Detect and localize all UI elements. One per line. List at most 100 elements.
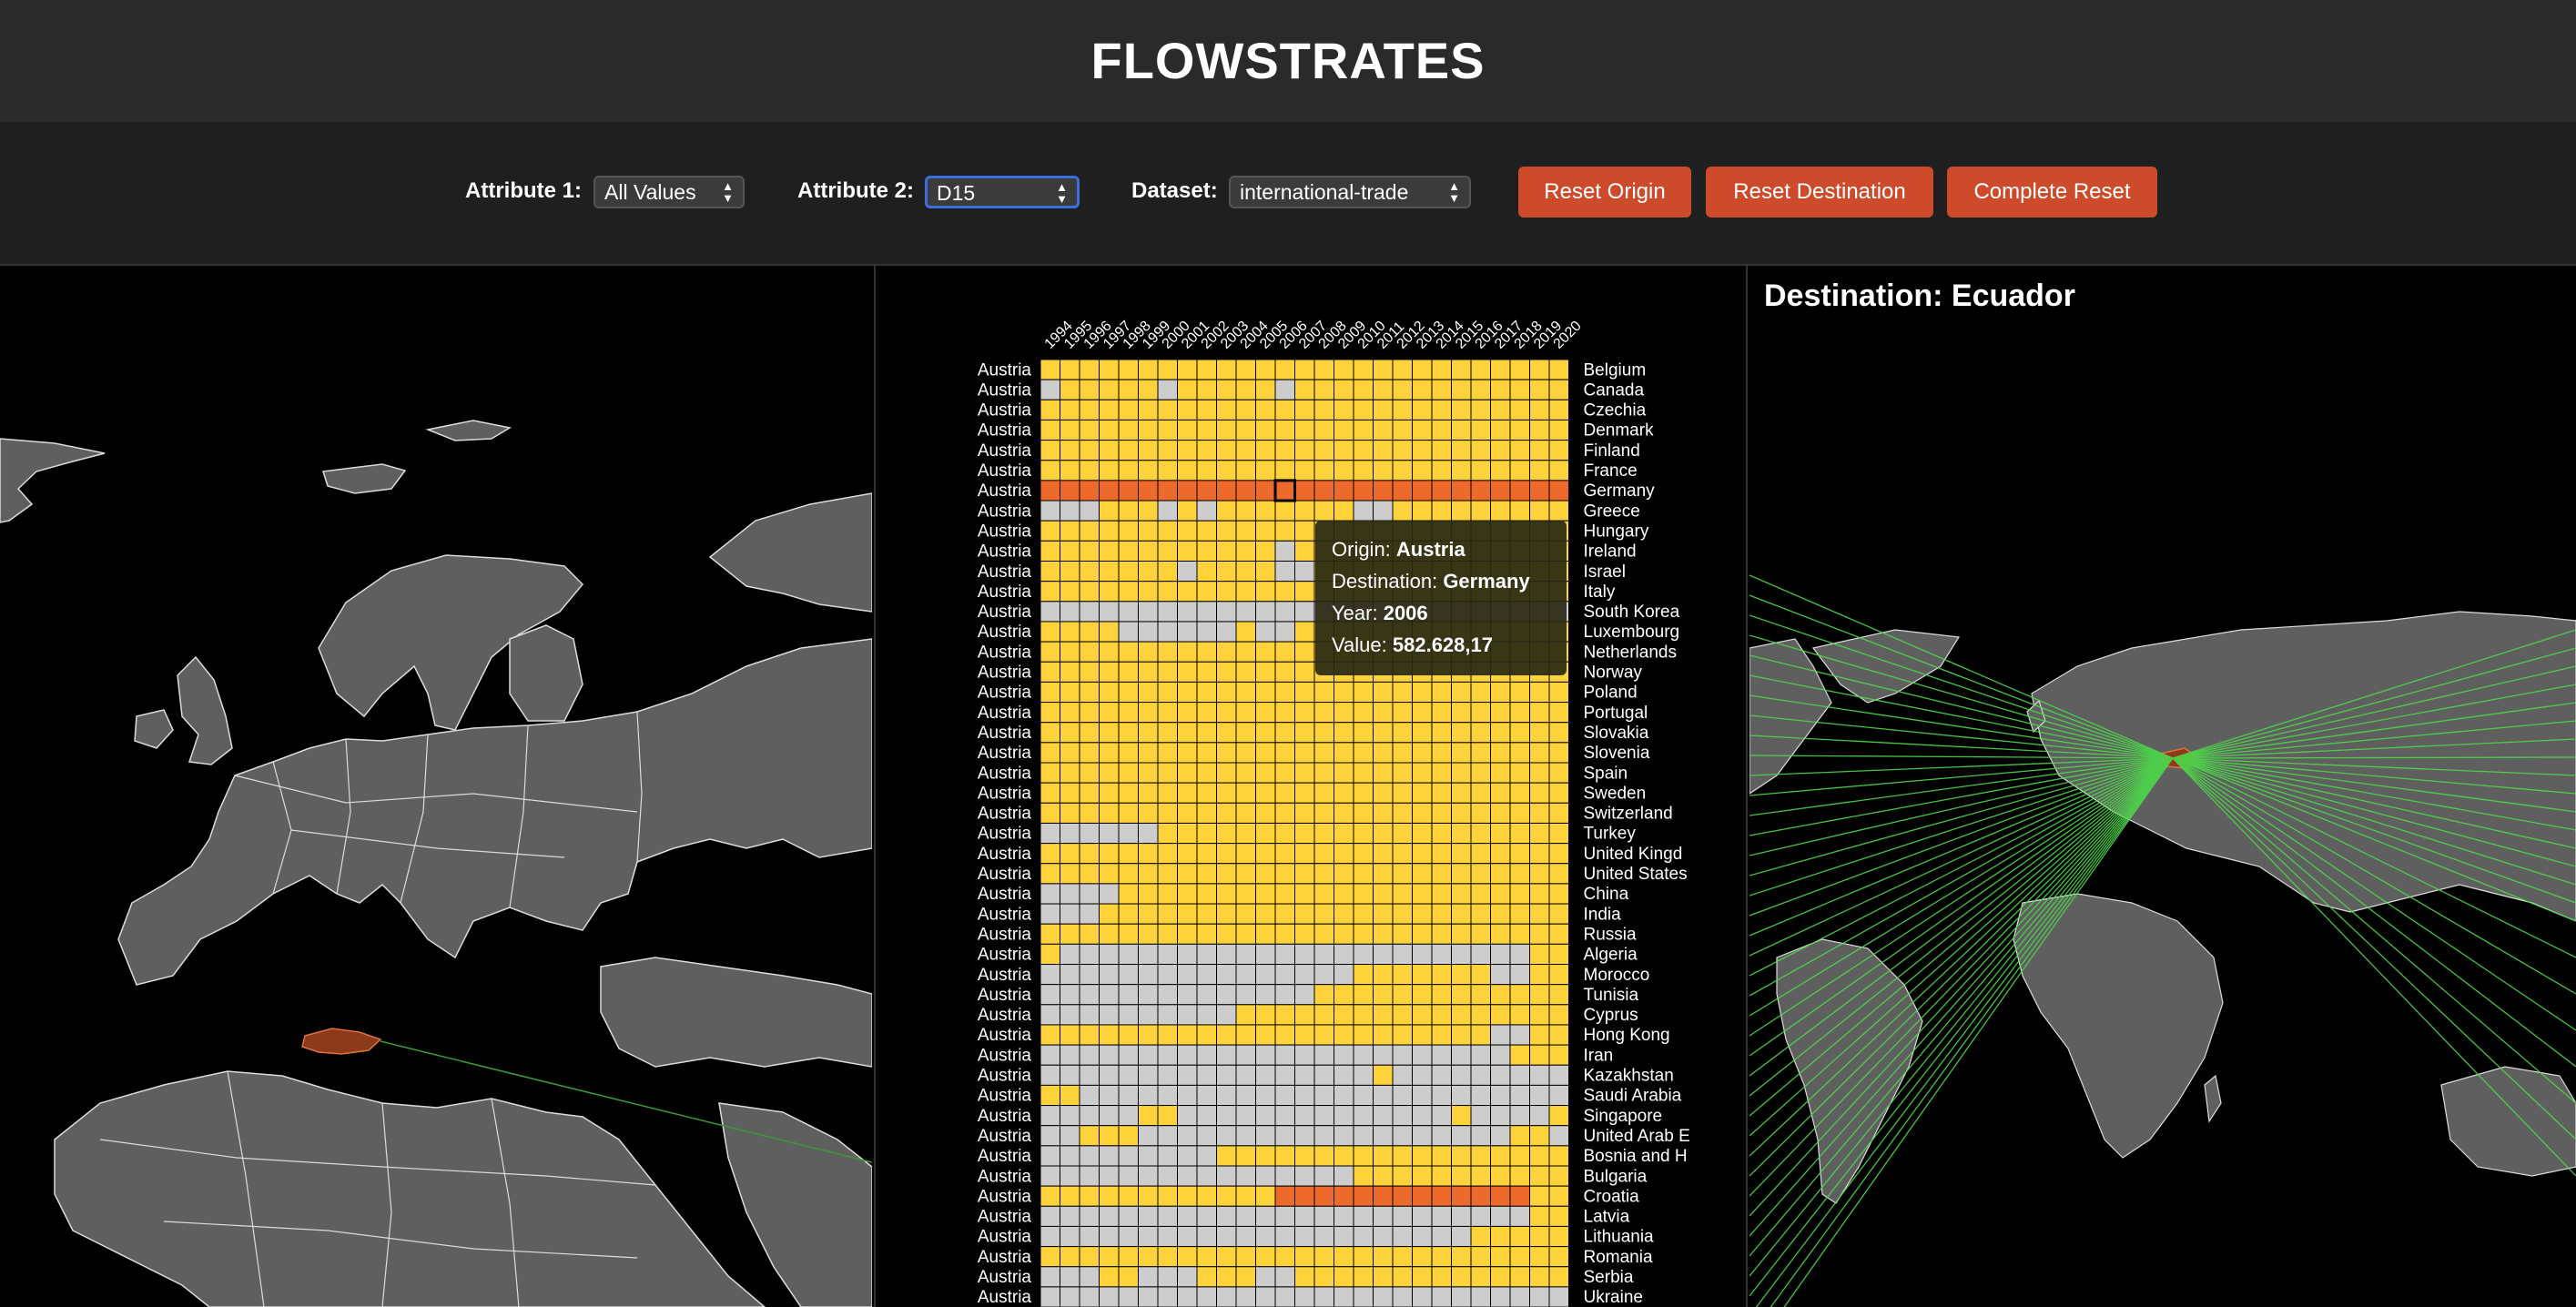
matrix-cell[interactable] [1099, 903, 1120, 925]
matrix-cell[interactable] [1216, 520, 1237, 542]
matrix-cell[interactable] [1157, 782, 1178, 804]
matrix-cell[interactable] [1177, 419, 1198, 441]
matrix-cell[interactable] [1255, 843, 1276, 865]
matrix-cell[interactable] [1060, 1185, 1080, 1207]
matrix-cell[interactable] [1294, 641, 1315, 663]
matrix-cell[interactable] [1392, 500, 1413, 522]
matrix-cell[interactable] [1079, 399, 1100, 420]
matrix-cell[interactable] [1392, 681, 1413, 704]
matrix-cell[interactable] [1079, 984, 1100, 1006]
matrix-cell[interactable] [1235, 399, 1256, 420]
matrix-cell[interactable] [1138, 1125, 1159, 1147]
matrix-cell[interactable] [1529, 480, 1550, 502]
matrix-cell[interactable] [1274, 923, 1295, 945]
matrix-cell[interactable] [1040, 762, 1060, 784]
matrix-cell[interactable] [1196, 742, 1217, 764]
matrix-cell[interactable] [1334, 419, 1354, 441]
matrix-cell[interactable] [1138, 822, 1159, 845]
matrix-cell[interactable] [1177, 1125, 1198, 1147]
matrix-cell[interactable] [1294, 1125, 1315, 1147]
matrix-cell[interactable] [1431, 964, 1452, 986]
matrix-cell[interactable] [1490, 802, 1511, 824]
matrix-cell[interactable] [1490, 883, 1511, 905]
matrix-cell[interactable] [1274, 1125, 1295, 1147]
matrix-cell[interactable] [1079, 1185, 1100, 1207]
matrix-cell[interactable] [1216, 1225, 1237, 1248]
matrix-cell[interactable] [1138, 1286, 1159, 1307]
matrix-cell[interactable] [1470, 984, 1491, 1006]
matrix-cell[interactable] [1529, 883, 1550, 905]
matrix-cell[interactable] [1529, 822, 1550, 845]
matrix-cell[interactable] [1334, 379, 1354, 400]
matrix-cell[interactable] [1255, 964, 1276, 986]
matrix-cell[interactable] [1138, 1266, 1159, 1288]
matrix-cell[interactable] [1157, 1185, 1178, 1207]
matrix-cell[interactable] [1177, 681, 1198, 704]
matrix-cell[interactable] [1431, 1084, 1452, 1107]
matrix-cell[interactable] [1060, 1145, 1080, 1167]
matrix-cell[interactable] [1470, 762, 1491, 784]
matrix-cell[interactable] [1334, 1024, 1354, 1046]
matrix-cell[interactable] [1412, 782, 1433, 804]
matrix-cell[interactable] [1157, 661, 1178, 683]
matrix-cell[interactable] [1216, 379, 1237, 400]
matrix-cell[interactable] [1451, 1125, 1472, 1147]
matrix-cell[interactable] [1431, 681, 1452, 704]
matrix-cell[interactable] [1313, 460, 1334, 481]
matrix-cell[interactable] [1509, 843, 1530, 865]
matrix-cell[interactable] [1118, 903, 1139, 925]
matrix-cell[interactable] [1313, 1064, 1334, 1086]
matrix-cell[interactable] [1138, 762, 1159, 784]
matrix-cell[interactable] [1118, 1004, 1139, 1026]
matrix-cell[interactable] [1313, 843, 1334, 865]
matrix-cell[interactable] [1060, 520, 1080, 542]
matrix-cell[interactable] [1099, 1225, 1120, 1248]
matrix-cell[interactable] [1079, 843, 1100, 865]
matrix-cell[interactable] [1235, 702, 1256, 724]
matrix-cell[interactable] [1392, 1084, 1413, 1107]
matrix-cell[interactable] [1548, 802, 1569, 824]
matrix-cell[interactable] [1040, 1165, 1060, 1187]
matrix-cell[interactable] [1451, 762, 1472, 784]
matrix-cell[interactable] [1431, 903, 1452, 925]
matrix-cell[interactable] [1294, 681, 1315, 704]
flow-matrix[interactable]: 1994199519961997199819992000200120022003… [876, 266, 1746, 1307]
matrix-cell[interactable] [1255, 440, 1276, 461]
matrix-cell[interactable] [1079, 359, 1100, 380]
matrix-cell[interactable] [1255, 1024, 1276, 1046]
matrix-cell[interactable] [1548, 1004, 1569, 1026]
matrix-cell[interactable] [1138, 419, 1159, 441]
matrix-cell[interactable] [1138, 480, 1159, 502]
matrix-cell[interactable] [1431, 722, 1452, 744]
matrix-cell[interactable] [1274, 379, 1295, 400]
matrix-cell[interactable] [1313, 923, 1334, 945]
matrix-cell[interactable] [1529, 1125, 1550, 1147]
matrix-cell[interactable] [1255, 742, 1276, 764]
matrix-cell[interactable] [1470, 681, 1491, 704]
matrix-cell[interactable] [1235, 1125, 1256, 1147]
matrix-cell[interactable] [1138, 540, 1159, 562]
matrix-cell[interactable] [1431, 1165, 1452, 1187]
matrix-cell[interactable] [1157, 621, 1178, 643]
matrix-cell[interactable] [1118, 480, 1139, 502]
matrix-cell[interactable] [1138, 1004, 1159, 1026]
matrix-cell[interactable] [1529, 702, 1550, 724]
matrix-cell[interactable] [1040, 561, 1060, 583]
matrix-cell[interactable] [1373, 782, 1394, 804]
matrix-cell[interactable] [1373, 702, 1394, 724]
matrix-cell[interactable] [1255, 399, 1276, 420]
matrix-cell[interactable] [1235, 843, 1256, 865]
matrix-cell[interactable] [1138, 561, 1159, 583]
matrix-cell[interactable] [1274, 540, 1295, 562]
matrix-cell[interactable] [1216, 863, 1237, 885]
matrix-cell[interactable] [1490, 1205, 1511, 1227]
matrix-cell[interactable] [1274, 883, 1295, 905]
matrix-cell[interactable] [1274, 681, 1295, 704]
matrix-cell[interactable] [1079, 540, 1100, 562]
matrix-cell[interactable] [1548, 964, 1569, 986]
matrix-cell[interactable] [1313, 903, 1334, 925]
matrix-cell[interactable] [1138, 1044, 1159, 1066]
matrix-cell[interactable] [1157, 520, 1178, 542]
matrix-cell[interactable] [1157, 440, 1178, 461]
matrix-cell[interactable] [1274, 1024, 1295, 1046]
